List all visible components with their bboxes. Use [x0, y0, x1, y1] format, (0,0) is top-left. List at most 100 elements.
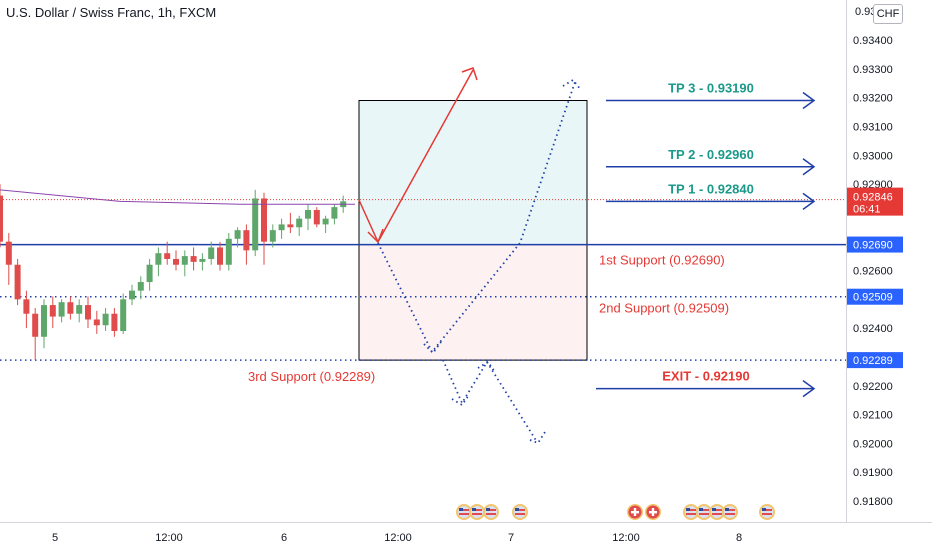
currency-button[interactable]: CHF	[873, 4, 903, 24]
tp1-label: TP 1 - 0.92840	[668, 181, 754, 196]
price-tick-label: 0.93400	[853, 35, 893, 47]
last-price-badge	[847, 187, 903, 216]
exit-arrowhead	[802, 380, 816, 398]
tp3-label: TP 3 - 0.93190	[668, 81, 754, 96]
time-tick-label: 7	[508, 532, 514, 544]
candle-body[interactable]	[305, 209, 311, 219]
economic-events-row[interactable]	[456, 504, 775, 520]
exit-arrowhead-3	[529, 431, 546, 445]
price-tick-label: 0.91800	[853, 496, 893, 508]
moving-average-line	[0, 189, 355, 205]
candle-body[interactable]	[129, 290, 135, 300]
price-tick-label: 0.92400	[853, 323, 893, 335]
candle-body[interactable]	[234, 230, 241, 239]
candle-body[interactable]	[155, 253, 162, 265]
price-tick-label: 0.92100	[853, 410, 893, 422]
swiss-flag-icon[interactable]	[645, 504, 661, 520]
price-tick-label: 0.93100	[853, 121, 893, 133]
candle-body[interactable]	[208, 247, 215, 259]
candle-body[interactable]	[111, 313, 118, 332]
price-tick-label: 0.91900	[853, 467, 893, 479]
level-price-text: 0.92289	[853, 355, 893, 367]
candle-body[interactable]	[0, 195, 3, 242]
level-price-badge	[847, 352, 903, 369]
candle-body[interactable]	[41, 305, 47, 337]
exit-label: EXIT - 0.92190	[662, 369, 749, 384]
us-flag-icon[interactable]	[512, 504, 528, 520]
candle-body[interactable]	[173, 258, 179, 265]
us-flag-icon[interactable]	[456, 504, 472, 520]
candle-body[interactable]	[146, 264, 153, 283]
support1-label: 1st Support (0.92690)	[599, 253, 725, 268]
time-tick-label: 8	[736, 532, 742, 544]
candle-body[interactable]	[93, 319, 100, 326]
candle-body[interactable]	[243, 230, 250, 251]
time-tick-label: 12:00	[612, 532, 640, 544]
time-tick-label: 5	[52, 532, 58, 544]
candle-body[interactable]	[269, 230, 276, 242]
last-price-text: 0.92846	[853, 192, 893, 204]
target-zone-box[interactable]	[358, 100, 588, 246]
price-tick-label: 0.93300	[853, 64, 893, 76]
candle-body[interactable]	[252, 198, 259, 251]
us-flag-icon[interactable]	[483, 504, 499, 520]
candle-body[interactable]	[225, 238, 232, 265]
us-flag-icon[interactable]	[683, 504, 699, 520]
bearish-projection-path	[377, 81, 576, 354]
tp1-arrowhead	[802, 192, 816, 210]
time-tick-label: 12:00	[155, 532, 183, 544]
candle-body[interactable]	[32, 313, 39, 337]
candle-body[interactable]	[5, 241, 12, 265]
candle-body[interactable]	[199, 258, 206, 262]
candle-body[interactable]	[331, 207, 338, 219]
candle-body[interactable]	[164, 253, 171, 259]
swiss-flag-icon[interactable]	[627, 504, 643, 520]
candle-body[interactable]	[278, 224, 285, 231]
price-tick-label: 0.93000	[853, 150, 893, 162]
tp3-arrowhead	[802, 91, 816, 110]
candle-body[interactable]	[49, 305, 56, 317]
price-tick-label: 0.92200	[853, 381, 893, 393]
exit-projection-path	[442, 359, 538, 443]
exit-arrowhead-1	[451, 394, 470, 407]
us-flag-icon[interactable]	[709, 504, 725, 520]
chart-title: U.S. Dollar / Swiss Franc, 1h, FXCM	[6, 5, 217, 20]
level-price-badge	[847, 288, 903, 305]
top-partial-tick: 0.93	[855, 6, 876, 18]
us-flag-icon[interactable]	[469, 504, 485, 520]
candle-body[interactable]	[137, 282, 144, 291]
price-tick-label: 0.92000	[853, 438, 893, 450]
candle-body[interactable]	[67, 302, 74, 314]
candle-body[interactable]	[58, 302, 65, 317]
candle-body[interactable]	[296, 218, 303, 228]
support2-label: 2nd Support (0.92509)	[599, 301, 729, 316]
candle-body[interactable]	[85, 305, 91, 320]
candle-body[interactable]	[217, 247, 223, 265]
bar-countdown-text: 06:41	[853, 204, 881, 216]
level-price-text: 0.92690	[853, 240, 893, 252]
candle-body[interactable]	[181, 256, 188, 265]
bearish-arrowhead-upper	[562, 78, 582, 91]
candle-body[interactable]	[287, 224, 294, 228]
time-tick-label: 12:00	[384, 532, 412, 544]
us-flag-icon[interactable]	[722, 504, 738, 520]
time-tick-label: 6	[281, 532, 287, 544]
candle-body[interactable]	[76, 305, 83, 314]
candle-body[interactable]	[120, 299, 127, 332]
us-flag-icon[interactable]	[759, 504, 775, 520]
level-price-text: 0.92509	[853, 292, 893, 304]
candle-body[interactable]	[313, 209, 320, 225]
candle-body[interactable]	[190, 256, 197, 262]
price-tick-label: 0.92600	[853, 266, 893, 278]
support3-label: 3rd Support (0.92289)	[248, 369, 375, 384]
candle-body[interactable]	[23, 299, 30, 314]
bullish-arrowhead-lower	[367, 228, 384, 244]
bullish-arrowhead-upper	[461, 67, 478, 81]
candle-body[interactable]	[14, 264, 21, 300]
level-price-badge	[847, 236, 903, 253]
candle-body[interactable]	[102, 313, 109, 326]
candle-body[interactable]	[322, 218, 329, 225]
us-flag-icon[interactable]	[696, 504, 712, 520]
candle-body[interactable]	[261, 198, 267, 242]
